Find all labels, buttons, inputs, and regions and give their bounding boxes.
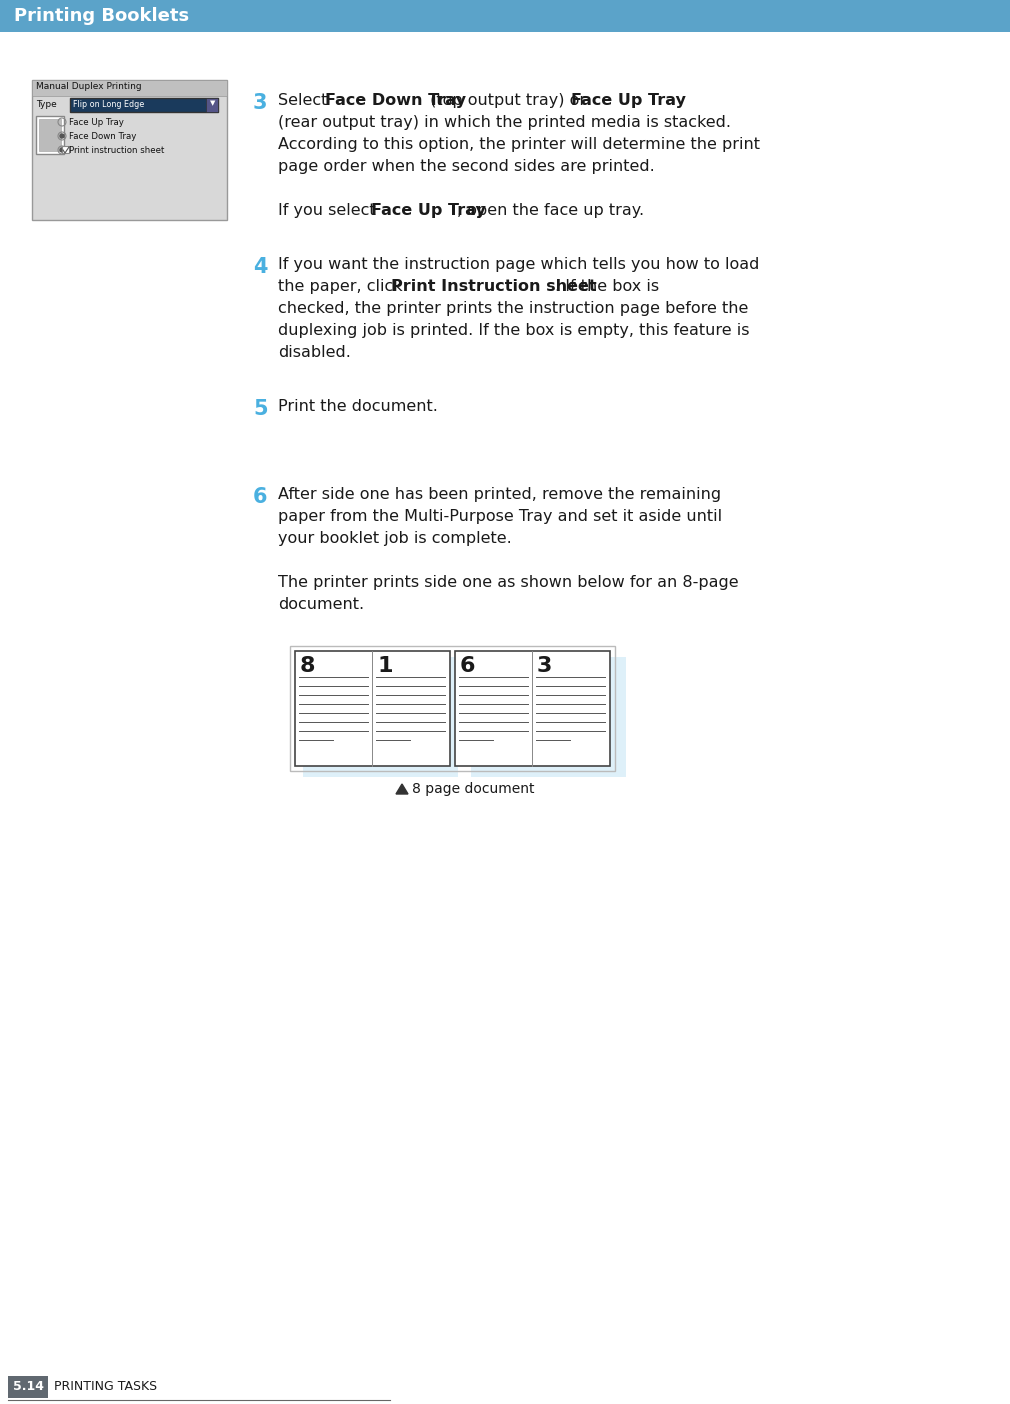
Text: document.: document. (278, 597, 365, 612)
Bar (290, 646, 615, 771)
Text: 1: 1 (377, 656, 393, 675)
Text: Printing Booklets: Printing Booklets (14, 7, 189, 25)
Bar (0, 0, 1010, 32)
Text: paper from the Multi-Purpose Tray and set it aside until: paper from the Multi-Purpose Tray and se… (278, 510, 722, 524)
Text: ▼: ▼ (210, 100, 215, 105)
Bar (32, 80, 227, 220)
Text: Face Up Tray: Face Up Tray (572, 93, 686, 108)
Text: Face Up Tray: Face Up Tray (69, 118, 124, 126)
Text: 5: 5 (252, 399, 268, 418)
Text: Type: Type (36, 100, 57, 110)
Text: 5.14: 5.14 (12, 1380, 43, 1394)
Text: The printer prints side one as shown below for an 8-page: The printer prints side one as shown bel… (278, 576, 738, 590)
Text: Face Down Tray: Face Down Tray (69, 132, 136, 140)
Text: (top output tray) or: (top output tray) or (424, 93, 591, 108)
Text: Print Instruction sheet: Print Instruction sheet (392, 279, 597, 293)
Bar (454, 651, 610, 767)
Text: 8: 8 (300, 656, 315, 675)
Circle shape (60, 133, 64, 138)
Bar (303, 657, 458, 776)
Text: (rear output tray) in which the printed media is stacked.: (rear output tray) in which the printed … (278, 115, 731, 131)
Text: If you want the instruction page which tells you how to load: If you want the instruction page which t… (278, 257, 760, 272)
Bar (39, 119, 61, 152)
Text: Print instruction sheet: Print instruction sheet (69, 146, 165, 154)
Text: 3: 3 (252, 93, 268, 112)
Text: If you select: If you select (278, 204, 381, 218)
Circle shape (60, 147, 64, 152)
Text: Flip on Long Edge: Flip on Long Edge (73, 100, 144, 110)
Bar (70, 98, 218, 112)
Bar (8, 1376, 48, 1398)
Text: disabled.: disabled. (278, 345, 350, 359)
Text: checked, the printer prints the instruction page before the: checked, the printer prints the instruct… (278, 300, 748, 316)
Text: page order when the second sides are printed.: page order when the second sides are pri… (278, 159, 654, 174)
Text: Face Up Tray: Face Up Tray (372, 204, 486, 218)
Text: 3: 3 (537, 656, 552, 675)
Text: . If the box is: . If the box is (556, 279, 660, 293)
Text: Face Down Tray: Face Down Tray (324, 93, 466, 108)
Text: Select: Select (278, 93, 332, 108)
Text: After side one has been printed, remove the remaining: After side one has been printed, remove … (278, 487, 721, 503)
Bar (32, 80, 227, 95)
Bar (295, 651, 450, 767)
Text: Manual Duplex Printing: Manual Duplex Printing (36, 81, 141, 91)
Text: the paper, click: the paper, click (278, 279, 408, 293)
Text: 4: 4 (252, 257, 268, 277)
Bar (206, 98, 218, 112)
Text: According to this option, the printer will determine the print: According to this option, the printer wi… (278, 138, 760, 152)
Text: PRINTING TASKS: PRINTING TASKS (54, 1380, 158, 1394)
Text: your booklet job is complete.: your booklet job is complete. (278, 531, 512, 546)
Bar (471, 657, 626, 776)
Text: duplexing job is printed. If the box is empty, this feature is: duplexing job is printed. If the box is … (278, 323, 749, 338)
Text: Print the document.: Print the document. (278, 399, 438, 414)
Text: , open the face up tray.: , open the face up tray. (457, 204, 644, 218)
Text: 6: 6 (460, 656, 476, 675)
Text: 8 page document: 8 page document (412, 782, 534, 796)
Polygon shape (396, 783, 408, 795)
Bar (62, 146, 69, 153)
Bar (36, 117, 64, 154)
Text: 6: 6 (252, 487, 268, 507)
